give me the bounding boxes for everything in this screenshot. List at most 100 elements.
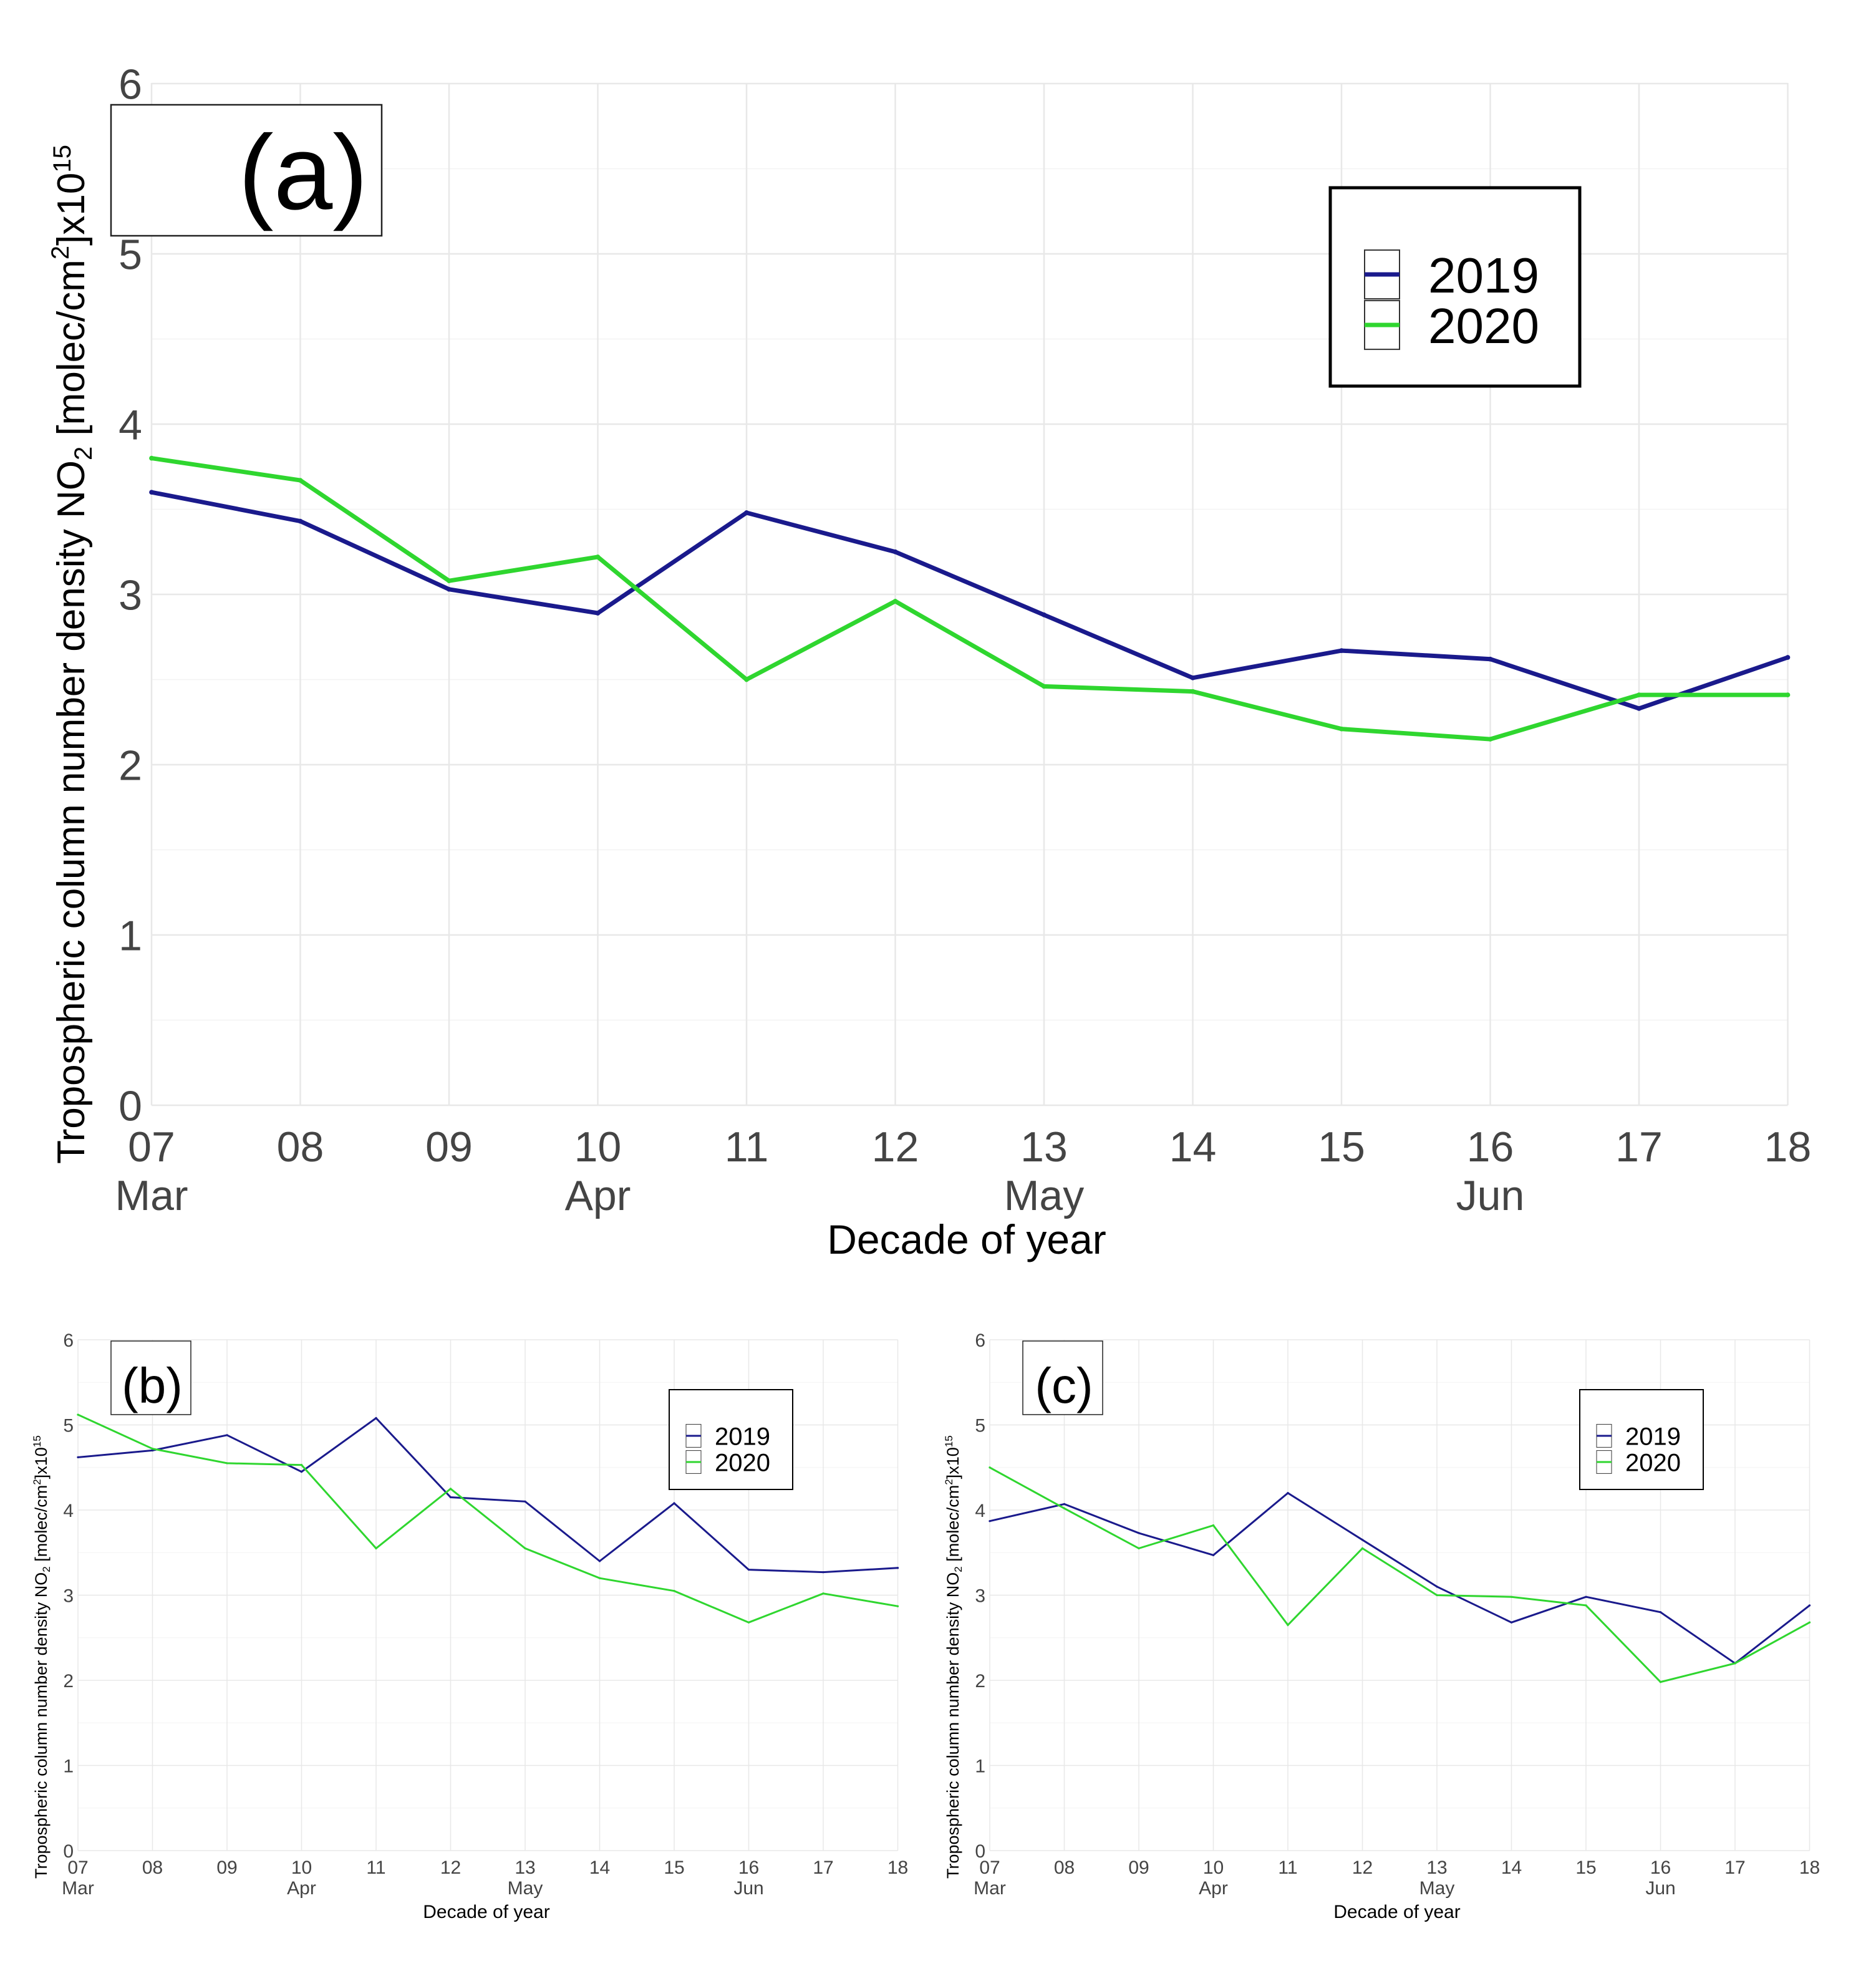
x-tick-label: 08 <box>1054 1857 1075 1878</box>
x-tick-label: 12 <box>872 1123 919 1171</box>
y-tick-label: 0 <box>975 1841 985 1862</box>
panel-label-box <box>110 1340 191 1415</box>
y-axis-title-end: ]x10 <box>32 1447 51 1479</box>
data-point <box>892 549 898 554</box>
x-axis-title: Decade of year <box>827 1216 1106 1262</box>
x-month-label: May <box>1419 1878 1455 1899</box>
x-tick-label: 14 <box>589 1857 610 1878</box>
data-point <box>744 510 749 515</box>
x-tick-label: 11 <box>366 1857 385 1878</box>
x-month-label: Jun <box>733 1878 763 1899</box>
series-2019 <box>989 1491 1811 1665</box>
x-tick-label: 07 <box>128 1123 175 1171</box>
y-axis-title-main: Tropospheric column number density NO <box>32 1572 51 1879</box>
y-axis-title: Tropospheric column number density NO2 [… <box>31 1435 52 1879</box>
x-month-label: Jun <box>1456 1172 1525 1219</box>
x-tick-label: 13 <box>1020 1123 1068 1171</box>
x-axis-title: Decade of year <box>1333 1902 1460 1922</box>
series-2020 <box>149 455 1791 742</box>
data-point <box>297 478 303 483</box>
data-point <box>1659 1611 1662 1614</box>
y-tick-label: 3 <box>975 1586 985 1606</box>
data-point <box>1585 1595 1587 1598</box>
data-point <box>595 611 601 616</box>
x-tick-label: 13 <box>1426 1857 1447 1878</box>
x-month-label: Jun <box>1645 1878 1675 1899</box>
x-month-label: Mar <box>62 1878 94 1899</box>
data-point <box>1585 1604 1587 1607</box>
data-point <box>989 1520 991 1523</box>
series-line-2020 <box>151 456 1788 742</box>
data-point <box>449 1496 452 1499</box>
y-axis-title-end: ]x10 <box>944 1447 962 1479</box>
data-point <box>226 1434 228 1436</box>
x-tick-label: 09 <box>216 1857 237 1878</box>
series-2020 <box>77 1413 899 1624</box>
y-tick-label: 6 <box>118 61 142 108</box>
x-tick-label: 17 <box>813 1857 833 1878</box>
data-point <box>896 1605 899 1607</box>
x-tick-label: 11 <box>1278 1857 1297 1878</box>
x-tick-label: 07 <box>979 1857 1000 1878</box>
data-point <box>1287 1492 1289 1494</box>
series-line-2019 <box>77 1416 898 1574</box>
data-point <box>822 1592 824 1595</box>
panel-label-box <box>1022 1340 1103 1415</box>
x-month-label: May <box>508 1878 543 1899</box>
x-tick-label: 14 <box>1501 1857 1522 1878</box>
data-point <box>151 1449 154 1452</box>
data-point <box>1339 726 1344 732</box>
x-tick-label: 18 <box>887 1857 908 1878</box>
x-tick-label: 09 <box>1128 1857 1149 1878</box>
y-axis-title-main: Tropospheric column number density NO <box>944 1572 962 1879</box>
data-point <box>1063 1507 1066 1509</box>
data-point <box>595 554 601 559</box>
data-point <box>375 1547 377 1550</box>
series-line-2019 <box>151 490 1789 711</box>
gridlines <box>150 82 1789 1106</box>
data-point <box>744 677 749 682</box>
x-month-label: Mar <box>974 1878 1006 1899</box>
x-tick-label: 13 <box>515 1857 535 1878</box>
data-point <box>449 1488 452 1490</box>
x-tick-label: 15 <box>664 1857 684 1878</box>
data-point <box>1042 612 1047 617</box>
data-point <box>1487 737 1493 742</box>
x-tick-label: 17 <box>1724 1857 1745 1878</box>
data-point <box>598 1560 601 1562</box>
legend-label-2019: 2019 <box>715 1423 770 1450</box>
y-tick-label: 5 <box>975 1415 985 1436</box>
series-2019 <box>149 490 1791 711</box>
data-point <box>1637 692 1642 697</box>
data-point <box>896 1567 899 1569</box>
y-tick-label: 6 <box>975 1330 985 1351</box>
y-tick-label: 3 <box>63 1586 74 1606</box>
data-point <box>673 1590 675 1592</box>
data-point <box>151 1448 154 1450</box>
y-tick-label: 0 <box>63 1841 74 1862</box>
data-point <box>1361 1539 1364 1541</box>
data-point <box>77 1413 79 1416</box>
data-point <box>747 1621 750 1624</box>
y-axis-title: Tropospheric column number density NO2 [… <box>943 1435 964 1879</box>
y-axis-title-mid: [molec/cm <box>50 259 93 447</box>
y-tick-label: 6 <box>63 1330 74 1351</box>
x-tick-label: 18 <box>1764 1123 1812 1171</box>
data-point <box>300 1464 303 1466</box>
data-point <box>1287 1624 1289 1626</box>
data-point <box>1487 656 1493 662</box>
y-axis-title-superscript: 2 <box>943 1479 955 1484</box>
data-point <box>1212 1554 1215 1556</box>
x-month-label: Apr <box>1199 1878 1228 1899</box>
data-point <box>1042 684 1047 689</box>
data-point <box>1510 1621 1513 1624</box>
x-month-label: May <box>1004 1172 1084 1219</box>
data-point <box>892 599 898 604</box>
y-axis-title-subscript: 2 <box>41 1566 52 1572</box>
y-tick-label: 4 <box>975 1501 985 1521</box>
data-point <box>1808 1604 1811 1607</box>
panel-label: (b) <box>122 1358 183 1413</box>
